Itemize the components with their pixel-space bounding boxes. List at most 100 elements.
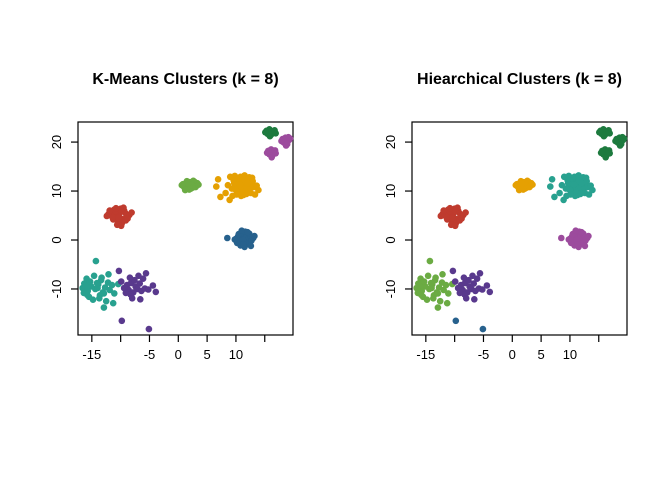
data-point-cluster-teal	[89, 296, 97, 304]
data-point-cluster-orange	[213, 183, 220, 190]
data-point-cluster-red	[451, 207, 459, 215]
plot-box	[77, 121, 294, 336]
data-point-cluster-green	[436, 297, 444, 305]
data-point-cluster-teal	[560, 196, 567, 204]
data-point-cluster-indigo	[483, 282, 491, 289]
data-point-cluster-green	[424, 272, 432, 280]
data-point-cluster-indigo	[486, 288, 494, 296]
data-point-cluster-teal	[558, 181, 566, 189]
data-point-cluster-blue	[224, 234, 231, 242]
data-point-cluster-darkgreen	[602, 154, 609, 161]
y-tick-label: 0	[383, 236, 398, 243]
data-point-cluster-red	[117, 222, 125, 230]
data-point-cluster-blue	[231, 236, 239, 243]
data-point-cluster-darkgreen	[606, 150, 613, 157]
data-point-cluster-red	[449, 214, 456, 222]
panel-title-kmeans: K-Means Clusters (k = 8)	[92, 71, 279, 88]
data-point-cluster-red	[462, 209, 469, 216]
data-point-cluster-red	[440, 207, 448, 214]
data-point-cluster-green	[445, 290, 452, 297]
data-point-cluster-red	[458, 215, 465, 222]
y-tick-label: 10	[383, 184, 398, 198]
data-point-cluster-darkgreen	[596, 129, 603, 136]
data-point-cluster-orange	[529, 181, 536, 188]
data-point-cluster-red	[124, 215, 131, 222]
data-point-cluster-teal	[90, 272, 98, 280]
data-point-cluster-teal	[551, 193, 558, 201]
data-point-cluster-indigo	[152, 288, 160, 296]
data-point-cluster-teal	[83, 291, 91, 299]
data-point-cluster-darkgreen	[597, 149, 605, 157]
data-point-cluster-green	[426, 257, 434, 265]
x-tick-label: 0	[175, 347, 182, 362]
x-tick-label: -15	[416, 347, 435, 362]
data-point-cluster-indigo	[137, 296, 144, 303]
data-point-cluster-darkgreen	[606, 130, 613, 137]
data-point-cluster-indigo	[451, 278, 459, 285]
data-point-cluster-indigo	[476, 270, 484, 277]
y-tick-label: 10	[49, 184, 64, 198]
data-point-cluster-red	[115, 214, 122, 222]
data-point-cluster-indigo	[471, 296, 478, 303]
data-point-cluster-green	[417, 291, 425, 299]
data-point-cluster-indigo	[456, 289, 464, 297]
data-point-cluster-green	[430, 295, 437, 302]
data-point-cluster-magenta	[581, 242, 589, 250]
data-point-cluster-indigo	[136, 280, 143, 287]
data-point-cluster-darkgreen	[616, 142, 624, 149]
data-point-cluster-indigo	[473, 275, 481, 283]
data-point-cluster-indigo	[145, 286, 152, 293]
x-tick-label: 0	[509, 347, 516, 362]
x-tick-label: 5	[537, 347, 544, 362]
data-point-cluster-magenta	[278, 137, 285, 145]
data-point-cluster-magenta	[263, 149, 271, 157]
data-point-cluster-darkgreen	[619, 133, 626, 141]
data-point-cluster-indigo	[126, 274, 134, 282]
data-point-cluster-indigo	[149, 282, 157, 289]
data-point-cluster-orange	[224, 181, 232, 189]
data-point-cluster-red	[443, 214, 450, 221]
data-point-cluster-magenta	[578, 228, 585, 236]
data-point-cluster-green	[428, 284, 435, 292]
data-point-cluster-teal	[585, 191, 593, 198]
data-point-cluster-green	[434, 304, 442, 311]
data-point-cluster-magenta	[574, 241, 581, 248]
data-point-cluster-indigo	[479, 286, 486, 293]
y-tick-label: -10	[383, 280, 398, 299]
x-tick-label: -5	[144, 347, 156, 362]
data-point-cluster-green	[432, 274, 439, 282]
data-point-cluster-teal	[547, 183, 554, 190]
data-point-cluster-red	[128, 209, 135, 216]
data-point-cluster-red	[103, 212, 111, 220]
data-point-cluster-magenta	[282, 142, 290, 149]
data-point-cluster-darkgreen	[262, 129, 269, 136]
y-tick-label: -10	[49, 280, 64, 299]
x-tick-label: 5	[203, 347, 210, 362]
data-point-cluster-green	[195, 181, 202, 188]
data-point-cluster-indigo	[449, 267, 457, 275]
data-point-cluster-indigo	[115, 267, 123, 275]
data-point-cluster-indigo	[460, 274, 468, 282]
x-tick-label: -15	[82, 347, 101, 362]
y-tick-label: 20	[383, 135, 398, 149]
data-point-cluster-indigo	[128, 295, 136, 302]
x-tick-label: 10	[229, 347, 243, 362]
data-point-cluster-teal	[96, 295, 103, 302]
data-point-cluster-orange	[248, 174, 256, 182]
data-point-cluster-magenta	[285, 133, 292, 141]
data-point-cluster-blue	[240, 241, 247, 248]
data-point-cluster-darkgreen	[266, 132, 274, 140]
data-point-cluster-red	[109, 214, 116, 221]
data-point-cluster-orange	[518, 180, 526, 187]
data-point-cluster-green	[184, 180, 192, 187]
plot-box	[411, 121, 628, 336]
data-point-cluster-teal	[94, 284, 101, 292]
data-point-cluster-magenta	[558, 234, 565, 242]
data-point-cluster-teal	[556, 189, 563, 197]
data-point-cluster-teal	[560, 173, 568, 181]
data-point-cluster-red	[446, 204, 454, 212]
x-tick-label: 10	[563, 347, 577, 362]
data-point-cluster-teal	[92, 257, 100, 265]
data-point-cluster-indigo	[117, 278, 125, 285]
data-point-cluster-indigo	[142, 270, 150, 277]
